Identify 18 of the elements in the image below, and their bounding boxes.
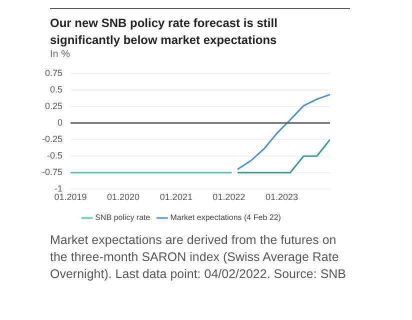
y-tick-label: 0.75 [44, 68, 63, 78]
legend-label: SNB policy rate [95, 213, 151, 222]
chart-title: Our new SNB policy rate forecast is still significantly below market expectations [50, 8, 350, 49]
x-tick-label: 01.2023 [265, 192, 298, 202]
y-tick-label: 0.5 [50, 84, 63, 94]
chart-subtitle: In % [50, 49, 72, 60]
y-tick-label: -0.5 [47, 150, 63, 161]
y-tick-label: -0.25 [42, 134, 63, 144]
x-tick-label: 01.2020 [107, 192, 140, 202]
y-tick-label: 0.25 [44, 100, 63, 111]
y-tick-label: -1 [54, 184, 63, 194]
y-tick-label: 0 [58, 118, 63, 128]
legend-label: Market expectations (4 Feb 22) [170, 213, 282, 222]
y-tick-label: -0.75 [42, 167, 63, 178]
x-tick-label: 01.2019 [54, 192, 87, 202]
x-tick-label: 01.2022 [212, 192, 246, 202]
x-tick-label: 01.2021 [160, 192, 192, 202]
text: Market expectations are derived from the futures on the three-month SARON index (Swiss Average Rate Overnight). Last data point: 04/02/2022. Source: SNB [50, 232, 348, 283]
